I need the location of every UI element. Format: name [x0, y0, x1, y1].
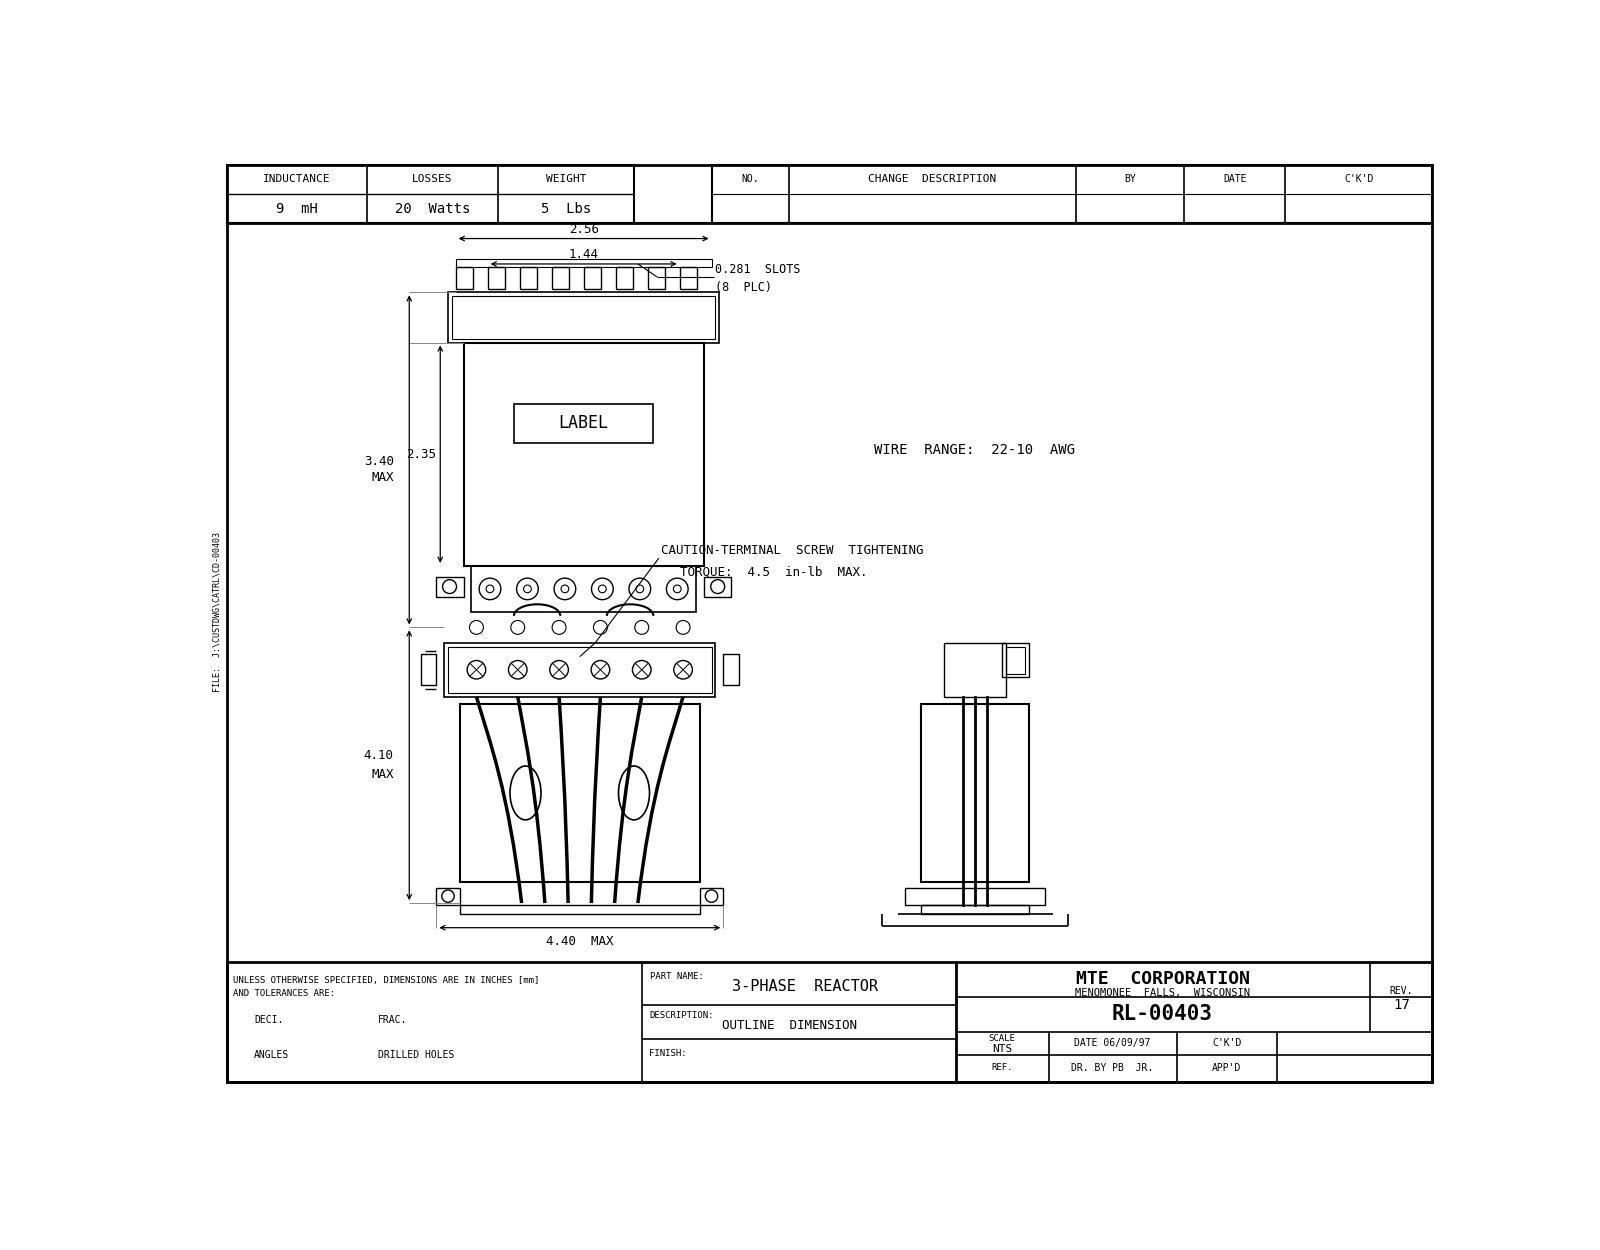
Text: UNLESS OTHERWISE SPECIFIED, DIMENSIONS ARE IN INCHES [mm]: UNLESS OTHERWISE SPECIFIED, DIMENSIONS A…	[234, 976, 539, 985]
Text: 4.10: 4.10	[363, 750, 394, 762]
Text: MTE  CORPORATION: MTE CORPORATION	[1075, 970, 1250, 989]
Bar	[514, 404, 653, 442]
Text: C'K'D: C'K'D	[1344, 174, 1373, 184]
Bar	[699, 888, 723, 905]
Text: LOSSES: LOSSES	[413, 174, 453, 184]
Bar	[464, 342, 704, 566]
Bar	[704, 578, 731, 596]
Bar	[488, 268, 504, 289]
Text: 0.281  SLOTS: 0.281 SLOTS	[715, 262, 802, 276]
Text: APP'D: APP'D	[1213, 1062, 1242, 1072]
Text: TORQUE:  4.5  in-lb  MAX.: TORQUE: 4.5 in-lb MAX.	[680, 565, 867, 579]
Text: 20  Watts: 20 Watts	[395, 201, 470, 215]
Text: MENOMONEE  FALLS,  WISCONSIN: MENOMONEE FALLS, WISCONSIN	[1075, 989, 1250, 999]
Bar	[227, 165, 634, 224]
Text: 9  mH: 9 mH	[275, 201, 318, 215]
Bar	[680, 268, 696, 289]
Bar	[227, 962, 1432, 1081]
Bar	[584, 268, 600, 289]
Text: FRAC.: FRAC.	[378, 1015, 408, 1025]
Text: (8  PLC): (8 PLC)	[715, 280, 773, 294]
Bar	[520, 268, 536, 289]
Text: DECI.: DECI.	[254, 1015, 283, 1025]
Text: FILE:  J:\CUSTDWG\CATRL\CD-00403: FILE: J:\CUSTDWG\CATRL\CD-00403	[213, 532, 221, 693]
Text: ANGLES: ANGLES	[254, 1050, 290, 1060]
Text: 4.40  MAX: 4.40 MAX	[546, 935, 613, 948]
Bar	[723, 654, 739, 685]
Text: 2.35: 2.35	[406, 448, 437, 461]
Text: WIRE  RANGE:  22-10  AWG: WIRE RANGE: 22-10 AWG	[874, 444, 1075, 458]
Text: WEIGHT: WEIGHT	[546, 174, 586, 184]
Text: MAX: MAX	[371, 768, 394, 781]
Bar	[616, 268, 632, 289]
Bar	[920, 705, 1029, 881]
Text: INDUCTANCE: INDUCTANCE	[262, 174, 331, 184]
Bar	[437, 888, 459, 905]
Text: OUTLINE  DIMENSION: OUTLINE DIMENSION	[722, 1019, 856, 1032]
Bar	[421, 654, 437, 685]
Bar	[437, 578, 464, 596]
Bar	[944, 642, 1006, 696]
Bar	[456, 268, 474, 289]
Text: MAX: MAX	[371, 471, 394, 484]
Text: AND TOLERANCES ARE:: AND TOLERANCES ARE:	[234, 989, 336, 999]
Bar	[920, 905, 1029, 914]
Bar	[712, 165, 1432, 224]
Bar	[472, 566, 696, 612]
Bar	[648, 268, 664, 289]
Text: FINISH:: FINISH:	[650, 1050, 686, 1059]
Text: CAUTION-TERMINAL  SCREW  TIGHTENING: CAUTION-TERMINAL SCREW TIGHTENING	[661, 544, 923, 558]
Bar	[459, 905, 699, 914]
Text: 3-PHASE  REACTOR: 3-PHASE REACTOR	[731, 980, 877, 995]
Text: 2.56: 2.56	[568, 222, 598, 236]
Bar	[456, 259, 712, 268]
Text: CHANGE  DESCRIPTION: CHANGE DESCRIPTION	[869, 174, 997, 184]
Text: DATE: DATE	[1222, 174, 1246, 184]
Text: 17: 17	[1394, 998, 1410, 1011]
Bar	[445, 642, 715, 696]
Text: DR. BY PB  JR.: DR. BY PB JR.	[1070, 1062, 1154, 1072]
Text: C'K'D: C'K'D	[1213, 1039, 1242, 1049]
Bar	[448, 292, 720, 342]
Text: 3.40: 3.40	[363, 455, 394, 469]
Text: DESCRIPTION:: DESCRIPTION:	[650, 1011, 714, 1020]
Text: LABEL: LABEL	[558, 414, 608, 432]
Text: SCALE: SCALE	[989, 1034, 1016, 1042]
Text: DATE 06/09/97: DATE 06/09/97	[1074, 1039, 1150, 1049]
Text: 5  Lbs: 5 Lbs	[541, 201, 590, 215]
Bar	[906, 888, 1045, 905]
Text: 1.44: 1.44	[568, 249, 598, 261]
Text: NO.: NO.	[741, 174, 758, 184]
Bar	[459, 705, 699, 881]
Text: PART NAME:: PART NAME:	[650, 972, 704, 981]
Bar	[451, 296, 715, 339]
Text: DRILLED HOLES: DRILLED HOLES	[378, 1050, 454, 1060]
Text: RL-00403: RL-00403	[1112, 1004, 1213, 1024]
Text: REV.: REV.	[1389, 986, 1413, 996]
Bar	[1002, 642, 1029, 678]
Bar	[552, 268, 568, 289]
Text: REF.: REF.	[992, 1064, 1013, 1072]
Bar	[448, 646, 712, 692]
Text: NTS: NTS	[992, 1044, 1013, 1054]
Bar	[1006, 646, 1026, 674]
Text: BY: BY	[1125, 174, 1136, 184]
